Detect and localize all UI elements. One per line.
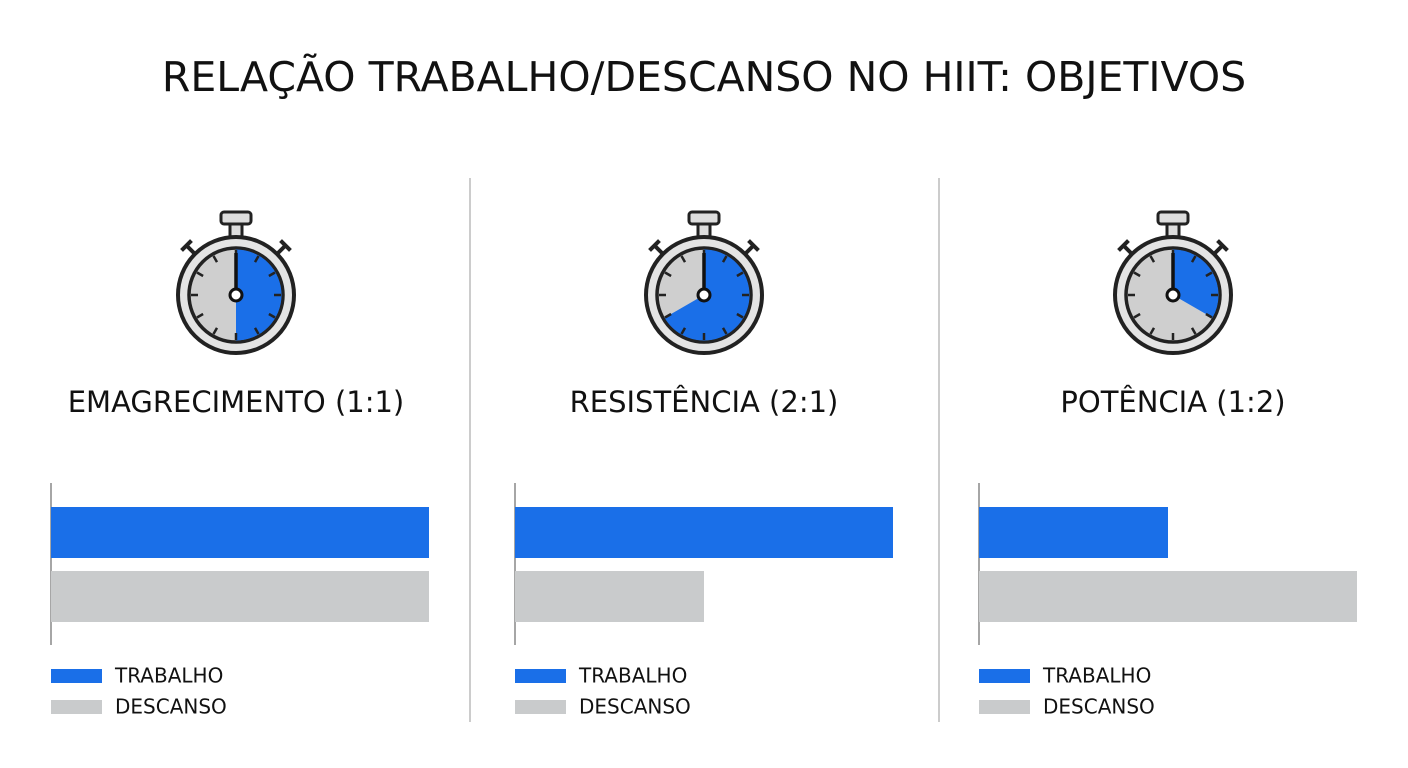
dial-tick xyxy=(721,327,728,335)
stopwatch-button xyxy=(1156,210,1190,226)
legend-swatch xyxy=(979,669,1030,683)
dial-tick xyxy=(736,312,744,319)
dial-tick xyxy=(1149,327,1156,335)
dial-tick xyxy=(680,255,687,263)
dial-tick xyxy=(1190,255,1197,263)
bar xyxy=(515,571,704,622)
legend-swatch xyxy=(515,669,566,683)
dial-tick xyxy=(680,327,687,335)
stopwatch-pivot xyxy=(228,287,244,303)
dial-tick xyxy=(268,312,276,319)
stopwatch-pivot xyxy=(696,287,712,303)
dial-tick xyxy=(1205,271,1213,278)
bar xyxy=(979,507,1168,558)
legend-label: DESCANSO xyxy=(579,695,691,719)
work-sector xyxy=(236,249,282,341)
dial-tick xyxy=(212,255,219,263)
stopwatch-button xyxy=(687,210,721,226)
stopwatch-lug-cap xyxy=(279,239,292,252)
legend-label: DESCANSO xyxy=(1043,695,1155,719)
main-title: RELAÇÃO TRABALHO/DESCANSO NO HIIT: OBJET… xyxy=(162,53,1246,101)
work-sector xyxy=(1173,249,1219,318)
stopwatch-lug-cap xyxy=(747,239,760,252)
dial-tick xyxy=(212,327,219,335)
legend-label: DESCANSO xyxy=(115,695,227,719)
bar xyxy=(51,507,429,558)
dial-tick xyxy=(736,271,744,278)
dial-tick xyxy=(1133,271,1141,278)
dial-tick xyxy=(253,255,260,263)
stopwatch-lug-cap xyxy=(648,239,661,252)
stopwatch-lug-cap xyxy=(1216,239,1229,252)
dial-tick xyxy=(1205,312,1213,319)
bar xyxy=(51,571,429,622)
dial-tick xyxy=(664,271,672,278)
dial-tick xyxy=(196,271,204,278)
panel-title: RESISTÊNCIA (2:1) xyxy=(570,385,839,419)
stopwatch-lug xyxy=(275,244,287,256)
legend-swatch xyxy=(515,700,566,714)
stopwatch-pivot xyxy=(1165,287,1181,303)
panel-title: POTÊNCIA (1:2) xyxy=(1060,385,1285,419)
dial-tick xyxy=(1133,312,1141,319)
stopwatch-lug-cap xyxy=(180,239,193,252)
legend-swatch xyxy=(51,669,102,683)
dial-tick xyxy=(664,312,672,319)
legend-label: TRABALHO xyxy=(1042,664,1151,688)
bar xyxy=(515,507,893,558)
stopwatch-button xyxy=(219,210,253,226)
dial-tick xyxy=(268,271,276,278)
panel-title: EMAGRECIMENTO (1:1) xyxy=(68,385,405,419)
dial-tick xyxy=(253,327,260,335)
legend-swatch xyxy=(51,700,102,714)
legend-label: TRABALHO xyxy=(578,664,687,688)
dial-tick xyxy=(721,255,728,263)
dial-tick xyxy=(196,312,204,319)
stopwatch-lug-cap xyxy=(1117,239,1130,252)
dial-tick xyxy=(1149,255,1156,263)
bar xyxy=(979,571,1357,622)
dial-tick xyxy=(1190,327,1197,335)
legend-label: TRABALHO xyxy=(114,664,223,688)
legend-swatch xyxy=(979,700,1030,714)
